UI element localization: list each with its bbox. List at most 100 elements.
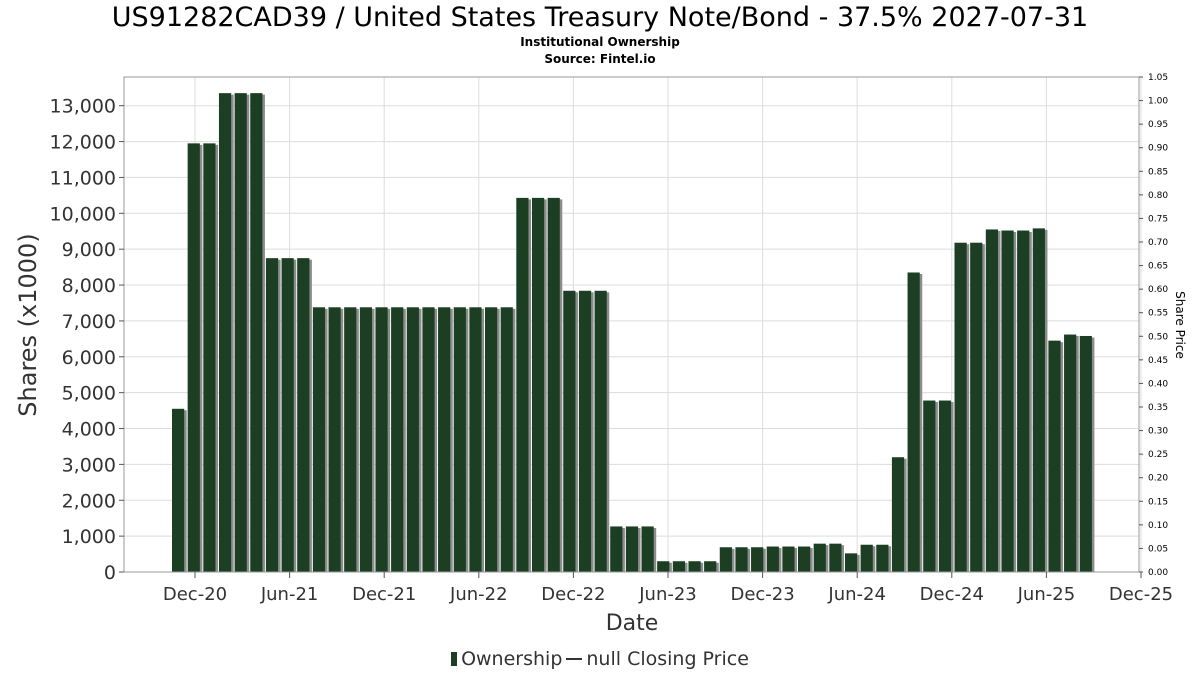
ownership-bar [688,561,701,572]
ownership-bar [312,307,326,572]
chart-subtitle: Institutional Ownership [520,35,680,49]
ownership-bar [860,544,873,572]
y-tick-label: 2,000 [62,490,116,512]
y2-tick-label: 0.45 [1148,356,1168,366]
ownership-bar [1032,228,1045,572]
ownership-bar [578,290,592,572]
y2-tick-label: 1.05 [1148,73,1168,83]
ownership-bar [281,258,294,572]
y2-tick-label: 0.70 [1148,238,1168,248]
y-axis-title: Shares (x1000) [14,233,42,416]
y2-tick-label: 0.90 [1148,144,1168,154]
y2-tick-label: 0.75 [1148,214,1168,224]
ownership-bar [172,408,185,572]
ownership-bar [938,400,952,572]
x-tick-label: Jun-25 [1017,584,1076,605]
ownership-bar [1017,230,1030,573]
y-tick-label: 9,000 [62,239,116,261]
y-tick-label: 8,000 [62,275,116,297]
y-tick-label: 7,000 [62,311,116,333]
ownership-bar [813,543,826,572]
y2-tick-label: 0.15 [1148,497,1168,507]
ownership-bar [453,307,466,572]
y-tick-label: 10,000 [50,203,116,225]
closing-price-legend-label: null Closing Price [586,648,749,670]
y2-tick-label: 0.85 [1148,167,1168,177]
ownership-bar [375,307,388,572]
ownership-bar [672,561,685,572]
ownership-bar [344,307,357,572]
ownership-bar [469,307,482,572]
closing-price-legend-line [566,658,583,660]
ownership-bar [234,93,247,573]
ownership-bar [187,143,200,572]
x-tick-label: Dec-21 [352,584,416,605]
ownership-bar [985,229,998,572]
ownership-bar [422,307,435,572]
ownership-bar [203,143,216,572]
y2-tick-label: 0.80 [1148,191,1168,201]
y2-tick-label: 0.55 [1148,309,1168,319]
y2-tick-label: 1.00 [1148,97,1168,107]
ownership-bar [1079,335,1092,572]
ownership-bar [485,307,498,572]
x-tick-label: Jun-21 [260,584,319,605]
ownership-bar [391,307,404,572]
ownership-bar [516,197,529,572]
ownership-bar [500,307,513,572]
y2-axis-title: Share Price [1173,291,1187,359]
ownership-bar [610,526,623,572]
ownership-bar [531,197,545,572]
ownership-bar [657,561,670,572]
ownership-bar [766,546,779,572]
ownership-bar [297,258,310,572]
ownership-bar [328,307,341,572]
y2-tick-label: 0.10 [1148,521,1168,531]
y2-tick-label: 0.00 [1148,568,1168,578]
x-tick-label: Dec-20 [163,584,227,605]
y2-tick-label: 0.40 [1148,379,1168,389]
ownership-legend-swatch [451,652,458,666]
ownership-bar [891,457,905,572]
y-tick-label: 13,000 [50,96,116,118]
ownership-bar [844,553,858,572]
ownership-bar [218,93,232,573]
y-tick-label: 11,000 [50,167,116,189]
y-tick-label: 12,000 [50,132,116,154]
ownership-bar [1001,230,1014,573]
ownership-bar [970,242,983,572]
ownership-bar [594,290,607,572]
y-tick-label: 6,000 [62,347,116,369]
chart-legend: Ownership null Closing Price [0,648,1200,670]
ownership-bar [563,290,576,572]
ownership-bar [1048,340,1061,572]
ownership-bar [798,546,811,572]
ownership-bar [265,258,279,572]
y2-tick-label: 0.20 [1148,474,1168,484]
ownership-legend-label: Ownership [461,648,563,670]
x-tick-label: Dec-24 [920,584,984,605]
ownership-bar [1064,334,1077,572]
chart-title: US91282CAD39 / United States Treasury No… [111,2,1089,33]
ownership-bar [954,242,967,572]
plot-frame [123,76,1140,573]
y2-tick-label: 0.60 [1148,285,1168,295]
x-tick-label: Jun-23 [638,584,697,605]
y2-tick-label: 0.05 [1148,544,1168,554]
x-axis-title: Date [606,611,659,636]
ownership-bar [829,543,842,572]
ownership-bar [704,561,717,572]
y2-tick-label: 0.25 [1148,450,1168,460]
ownership-bar [438,307,451,572]
x-tick-label: Dec-22 [541,584,605,605]
y-tick-label: 4,000 [62,419,116,441]
ownership-bar [735,547,748,572]
ownership-bar [876,544,889,572]
y2-tick-label: 0.50 [1148,332,1168,342]
y2-tick-label: 0.95 [1148,120,1168,130]
y-tick-label: 0 [104,562,116,584]
ownership-bar [406,307,419,572]
ownership-bar [719,547,732,572]
x-tick-label: Dec-25 [1109,584,1173,605]
ownership-bar [641,526,654,572]
